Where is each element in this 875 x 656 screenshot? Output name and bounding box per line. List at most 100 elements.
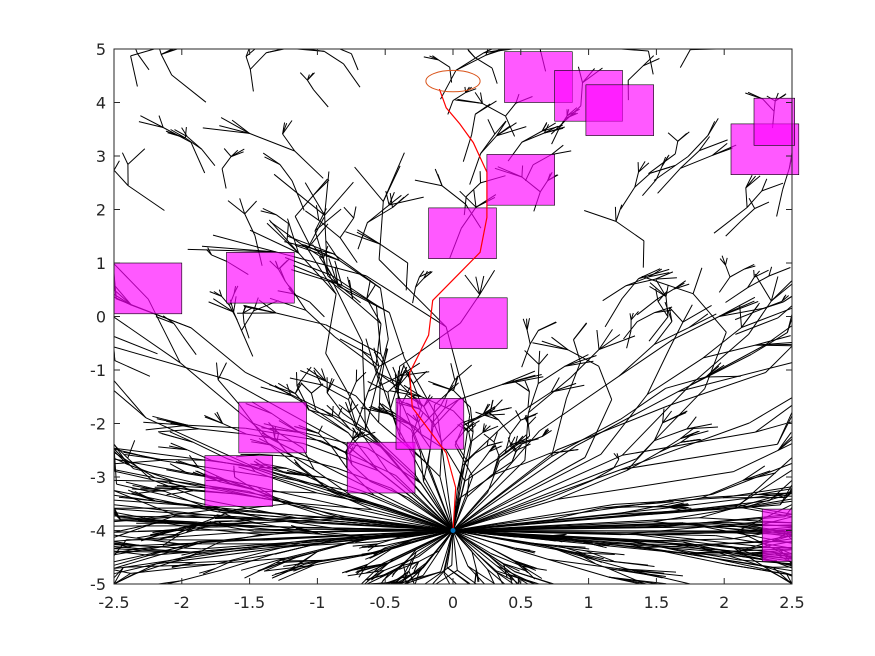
tree-edge: [509, 574, 540, 585]
tree-edge: [113, 390, 147, 419]
tree-edge: [159, 48, 162, 55]
tree-edge: [278, 551, 318, 562]
tree-edge: [423, 271, 433, 279]
tree-edge: [550, 449, 578, 454]
tree-edge: [368, 375, 401, 392]
tree-edge: [294, 383, 301, 394]
tree-edge: [359, 348, 380, 367]
tree-edge: [400, 362, 421, 377]
tree-edge: [400, 371, 430, 377]
tree-edge: [633, 570, 683, 577]
tree-edge: [331, 275, 377, 306]
tree-edge: [616, 453, 620, 460]
tree-edge: [623, 321, 638, 340]
tree-edge: [373, 494, 454, 531]
tree-edge: [602, 285, 627, 302]
tree-edge: [483, 433, 495, 443]
tree-edge: [725, 220, 742, 237]
tree-edge: [305, 210, 320, 221]
tree-edge: [370, 405, 389, 415]
tree-edge: [278, 479, 317, 494]
tree-edge: [422, 530, 454, 576]
tree-edge: [657, 167, 681, 194]
tree-edge: [755, 404, 793, 433]
tree-edge: [738, 559, 793, 565]
tree-edge: [339, 217, 355, 238]
tree-edge: [770, 280, 793, 302]
tree-edge: [249, 229, 299, 254]
tree-edge: [173, 323, 184, 337]
tree-edge: [653, 422, 664, 441]
tree-edge: [641, 275, 694, 295]
tree-edge: [502, 370, 536, 385]
tree-edge: [528, 377, 572, 414]
tree-edge: [220, 507, 454, 531]
tree-edge: [211, 254, 228, 262]
tree-edge: [377, 536, 403, 545]
tree-edge: [747, 91, 763, 100]
tree-edge: [514, 571, 554, 585]
tree-edge: [322, 245, 329, 259]
tree-edge: [483, 403, 489, 414]
tree-edge: [452, 530, 488, 570]
tree-edge: [521, 132, 545, 143]
tree-edge: [387, 539, 413, 551]
tree-edge: [366, 298, 382, 325]
tree-edge: [621, 385, 691, 456]
tree-edge: [692, 293, 727, 333]
tree-edge: [628, 540, 739, 561]
tree-edge: [399, 575, 424, 585]
tree-edge: [401, 562, 427, 583]
tree-edge: [526, 318, 528, 331]
tree-edge: [242, 306, 254, 314]
tree-edge: [307, 248, 337, 295]
tree-edge: [482, 425, 491, 433]
tree-edge: [123, 545, 268, 568]
tree-edge: [411, 561, 420, 570]
tree-edge: [765, 345, 793, 373]
tree-edge: [424, 564, 453, 585]
tree-edge: [524, 452, 551, 464]
tree-edge: [652, 471, 734, 485]
tree-edge: [452, 530, 498, 567]
tree-edge: [493, 441, 500, 458]
tree-edge: [130, 563, 215, 574]
tree-edge: [347, 563, 386, 572]
x-tick-label: 0.5: [508, 593, 533, 612]
tree-edge: [725, 257, 728, 266]
tree-edge: [630, 311, 639, 321]
tree-edge: [113, 508, 156, 513]
tree-edge: [489, 399, 503, 413]
tree-edge: [499, 443, 523, 462]
tree-edge: [378, 352, 405, 367]
tree-edge: [265, 469, 352, 496]
y-tick-label: 0: [96, 308, 106, 327]
x-tick-label: -2.5: [98, 593, 129, 612]
tree-edge: [468, 460, 483, 477]
tree-edge: [266, 222, 299, 254]
tree-edge: [573, 322, 588, 341]
tree-edge: [475, 103, 491, 115]
tree-edge: [494, 120, 507, 135]
tree-edge: [378, 259, 447, 328]
tree-edge: [324, 171, 330, 216]
tree-edge: [355, 371, 367, 382]
tree-edge: [725, 287, 748, 303]
tree-edge: [292, 456, 337, 469]
tree-edge: [556, 405, 668, 451]
tree-edge: [507, 437, 512, 445]
tree-edge: [527, 424, 531, 437]
tree-edge: [482, 425, 499, 433]
tree-edge: [516, 443, 531, 451]
tree-edge: [164, 490, 205, 507]
x-tick-label: 2: [719, 593, 729, 612]
tree-edge: [532, 542, 576, 554]
tree-edge: [665, 285, 669, 297]
tree-edge: [190, 142, 206, 174]
tree-edge: [378, 385, 381, 423]
tree-edge: [454, 444, 474, 477]
tree-edge: [162, 533, 181, 546]
tree-edge: [615, 497, 703, 515]
tree-edge: [113, 532, 232, 542]
tree-edge: [620, 443, 778, 471]
